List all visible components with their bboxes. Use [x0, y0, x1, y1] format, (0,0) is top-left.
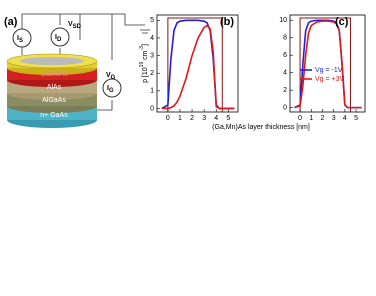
boundary	[167, 17, 223, 112]
source-label: VG	[106, 72, 116, 81]
y-tick-label: 2	[283, 87, 287, 94]
y-tick-label: 0	[283, 104, 287, 111]
source-circle	[102, 78, 122, 98]
layer-label: AlAs	[47, 84, 62, 91]
y-label-part: ]	[142, 44, 149, 46]
source-label: ID	[55, 34, 62, 43]
x-tick-label: 2	[190, 115, 194, 122]
layer-label: AlGaAs	[42, 97, 66, 104]
panel-label: (a)	[4, 16, 18, 28]
x-tick-label: 1	[178, 115, 182, 122]
x-tick-label: 2	[321, 115, 325, 122]
layer-label: n+ GaAs	[40, 112, 68, 119]
source-main: V	[106, 72, 111, 79]
y-tick-label: 1	[150, 88, 154, 95]
y-tick-label: 3	[150, 52, 154, 59]
y-label-part: 19	[139, 62, 145, 68]
plot-frame	[156, 14, 239, 113]
source-sub: SD	[73, 24, 82, 30]
x-tick-label: 0	[298, 115, 302, 122]
source-main: V	[68, 21, 73, 28]
layer	[20, 57, 84, 65]
x-tick-label: 1	[309, 115, 313, 122]
gate-wire	[96, 14, 113, 111]
x-tick-label: 0	[166, 115, 170, 122]
y-label-part: p [10	[142, 67, 149, 83]
series-line	[161, 24, 235, 110]
series-line	[294, 20, 362, 109]
source-circle	[50, 27, 70, 47]
y-tick-label: 2	[150, 70, 154, 77]
source-main: I	[107, 85, 109, 92]
y-axis-label: p [1019 cm-3]	[139, 44, 149, 83]
y-label-part: cm	[142, 50, 149, 61]
layer-label: GaMnAs	[40, 71, 68, 78]
y-label-part: -3	[139, 46, 145, 51]
y-tick-label: 5	[150, 17, 154, 24]
panel-label: (b)	[220, 16, 234, 28]
source-sub: G	[111, 75, 116, 81]
y-tick-label: 8	[283, 35, 287, 42]
x-tick-label: 5	[354, 115, 358, 122]
source-sub: D	[57, 37, 62, 43]
x-tick-label: 5	[226, 115, 230, 122]
source-label: VSD	[68, 21, 82, 30]
legend-label: Vg = -1V	[315, 67, 343, 74]
y-tick-label: 4	[283, 70, 287, 77]
wires	[21, 13, 150, 56]
panel-label: (c)	[335, 16, 349, 28]
source-main: I	[55, 34, 57, 41]
source-sub: G	[109, 88, 114, 94]
y-tick-label: 0	[150, 105, 154, 112]
source-main: I	[17, 35, 19, 42]
source-circle	[12, 28, 32, 48]
plot-frame	[289, 14, 366, 113]
boundary	[299, 17, 351, 112]
y-tick-label: 10	[279, 17, 287, 24]
x-axis-label: (Ga,Mn)As layer thickness [nm]	[212, 124, 310, 131]
y-tick-label: 6	[283, 52, 287, 59]
x-tick-label: 4	[343, 115, 347, 122]
source-label: IG	[107, 85, 114, 94]
legend-label: Vg = +3V	[315, 76, 345, 83]
x-tick-label: 4	[214, 115, 218, 122]
x-tick-label: 3	[332, 115, 336, 122]
source-label: IS	[17, 35, 23, 44]
source-sub: S	[19, 38, 23, 44]
y-tick-label: 4	[150, 35, 154, 42]
x-tick-label: 3	[202, 115, 206, 122]
